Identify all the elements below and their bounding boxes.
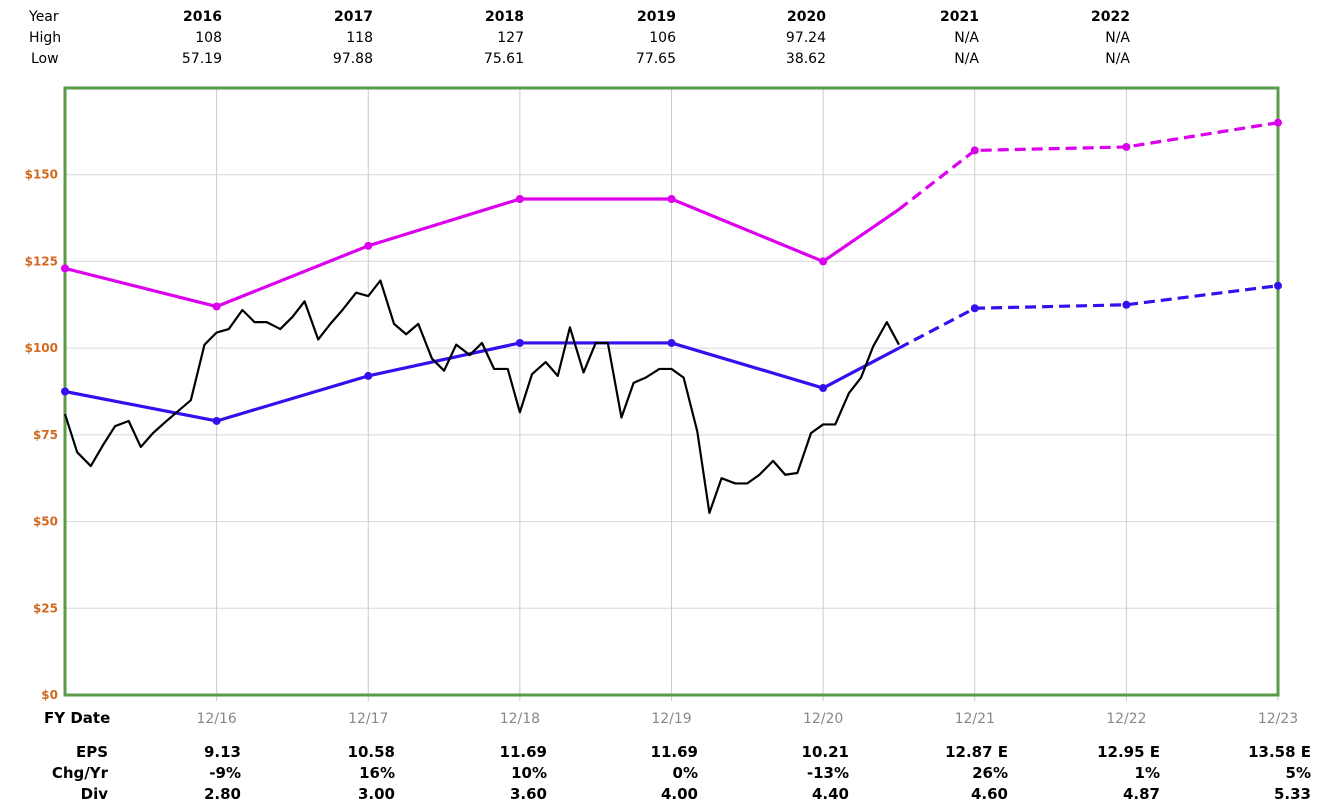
top-cell-high: 127 xyxy=(497,30,524,46)
top-cell-high: N/A xyxy=(1105,30,1130,46)
top-cell-high: 118 xyxy=(346,30,373,46)
bottom-cell-chg: 0% xyxy=(672,764,698,782)
y-tick-label: $75 xyxy=(33,428,58,442)
bottom-cell-chg: 26% xyxy=(972,764,1008,782)
fy-date-label: FY Date xyxy=(44,709,111,727)
y-tick-label: $100 xyxy=(25,341,58,355)
upper-data-point xyxy=(212,302,221,311)
row-label-high: High xyxy=(29,30,62,46)
x-tick-label: 12/16 xyxy=(196,711,236,727)
high-row: High 108 118 127 106 97.24 N/A N/A xyxy=(0,30,1335,50)
bottom-cell-eps: 12.95 E xyxy=(1097,743,1160,761)
y-tick-label: $25 xyxy=(33,601,58,615)
lower-data-point xyxy=(1274,281,1282,290)
bottom-cell-div: 4.00 xyxy=(660,785,698,803)
bottom-cell-div: 4.60 xyxy=(970,785,1008,803)
bottom-cell-chg: 16% xyxy=(359,764,395,782)
top-cell-low: 77.65 xyxy=(635,51,676,67)
lower-data-point xyxy=(364,371,373,380)
bottom-cell-eps: 9.13 xyxy=(203,743,241,761)
row-label-eps: EPS xyxy=(75,743,108,761)
bottom-cell-div: 2.80 xyxy=(203,785,241,803)
top-cell-high: 97.24 xyxy=(785,30,826,46)
upper-data-point xyxy=(970,146,979,155)
bottom-cell-chg: 5% xyxy=(1285,764,1311,782)
year-row: Year 2016 2017 2018 2019 2020 2021 2022 xyxy=(0,9,1335,29)
row-label-div: Div xyxy=(80,785,108,803)
bottom-cell-eps: 10.21 xyxy=(801,743,849,761)
bottom-cell-chg: -9% xyxy=(209,764,241,782)
row-label-low: Low xyxy=(31,51,59,67)
top-cell-low: 75.61 xyxy=(483,51,524,67)
top-cell-low: 97.88 xyxy=(332,51,373,67)
lower-data-point xyxy=(515,338,524,347)
y-tick-label: $0 xyxy=(41,688,58,702)
row-label-year: Year xyxy=(29,9,59,25)
upper-data-point xyxy=(819,257,828,266)
x-tick-label: 12/18 xyxy=(500,711,540,727)
top-cell-high: N/A xyxy=(954,30,979,46)
top-cell-low: 57.19 xyxy=(181,51,222,67)
bottom-cell-chg: 10% xyxy=(511,764,547,782)
bottom-cell-eps: 12.87 E xyxy=(945,743,1008,761)
x-tick-label: 12/20 xyxy=(803,711,843,727)
bottom-cell-eps: 11.69 xyxy=(650,743,698,761)
x-tick-label: 12/19 xyxy=(651,711,691,727)
bottom-cell-chg: -13% xyxy=(806,764,849,782)
upper-data-point xyxy=(1274,118,1282,127)
lower-data-point xyxy=(61,387,69,396)
bottom-cell-div: 4.87 xyxy=(1122,785,1160,803)
bottom-cell-chg: 1% xyxy=(1134,764,1160,782)
upper-data-point xyxy=(667,194,676,203)
y-tick-label: $50 xyxy=(33,515,58,529)
bottom-cell-div: 5.33 xyxy=(1273,785,1311,803)
top-cell-low: N/A xyxy=(1105,51,1130,67)
row-label-chg: Chg/Yr xyxy=(51,764,108,782)
upper-data-point xyxy=(61,264,69,273)
x-tick-label: 12/23 xyxy=(1258,711,1298,727)
x-tick-label: 12/22 xyxy=(1106,711,1146,727)
top-cell-years: 2019 xyxy=(637,9,676,25)
lower-data-point xyxy=(1122,300,1131,309)
x-tick-label: 12/17 xyxy=(348,711,388,727)
lower-valuation-line xyxy=(64,341,900,423)
upper-valuation-line xyxy=(64,197,900,309)
top-cell-low: N/A xyxy=(954,51,979,67)
bottom-cell-div: 4.40 xyxy=(811,785,849,803)
top-cell-years: 2016 xyxy=(183,9,222,25)
bottom-cell-eps: 10.58 xyxy=(347,743,395,761)
x-tick-label: 12/21 xyxy=(955,711,995,727)
price-line xyxy=(63,279,900,515)
lower-data-point xyxy=(970,304,979,313)
low-row: Low 57.19 97.88 75.61 77.65 38.62 N/A N/A xyxy=(0,51,1335,71)
bottom-cell-div: 3.60 xyxy=(509,785,547,803)
top-cell-years: 2021 xyxy=(940,9,979,25)
bottom-cell-eps: 11.69 xyxy=(499,743,547,761)
y-tick-label: $125 xyxy=(25,254,58,268)
upper-data-point xyxy=(515,194,524,203)
upper-data-point xyxy=(364,241,373,250)
lower-projection-line xyxy=(898,284,1279,350)
upper-projection-line xyxy=(897,121,1279,211)
top-cell-years: 2020 xyxy=(787,9,826,25)
top-cell-low: 38.62 xyxy=(785,51,826,67)
top-cell-years: 2022 xyxy=(1091,9,1130,25)
lower-data-point xyxy=(819,384,828,393)
top-cell-years: 2017 xyxy=(334,9,373,25)
upper-data-point xyxy=(1122,142,1131,151)
top-cell-years: 2018 xyxy=(485,9,524,25)
lower-data-point xyxy=(667,338,676,347)
bottom-cell-div: 3.00 xyxy=(357,785,395,803)
y-tick-label: $150 xyxy=(25,168,58,182)
bottom-cell-eps: 13.58 E xyxy=(1248,743,1311,761)
top-cell-high: 106 xyxy=(649,30,676,46)
lower-data-point xyxy=(212,416,221,425)
top-cell-high: 108 xyxy=(195,30,222,46)
